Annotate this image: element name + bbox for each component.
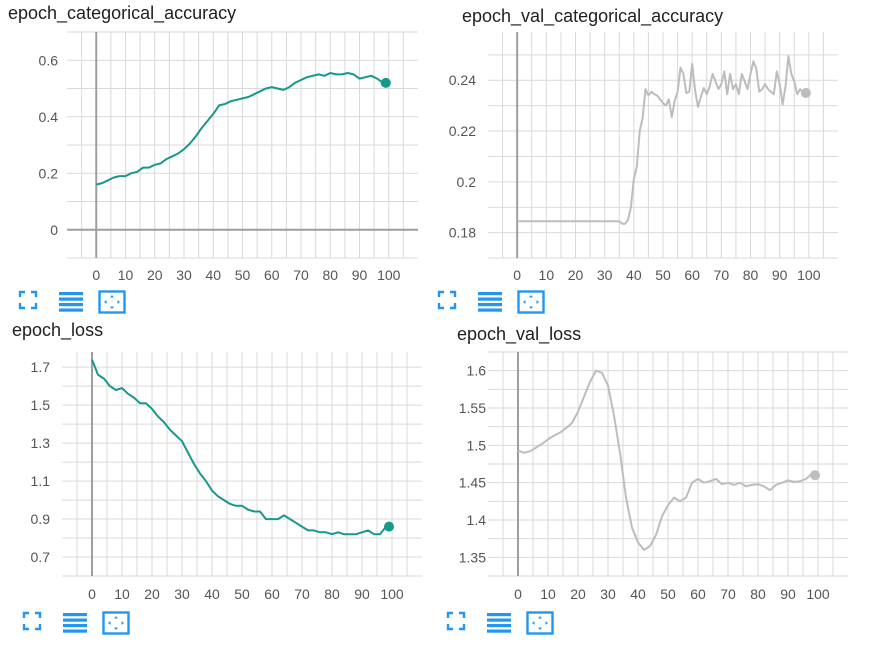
x-tick-label: 0 — [514, 586, 522, 602]
x-tick-label: 100 — [380, 586, 404, 602]
y-tick-label: 1.35 — [459, 549, 486, 565]
x-tick-label: 20 — [147, 267, 163, 283]
y-tick-label: 0.2 — [39, 165, 59, 181]
list-icon[interactable] — [62, 611, 88, 635]
x-tick-label: 80 — [324, 586, 340, 602]
x-tick-label: 20 — [568, 267, 584, 283]
x-tick-label: 100 — [806, 586, 830, 602]
x-tick-label: 0 — [88, 586, 96, 602]
y-tick-label: 1.4 — [467, 512, 487, 528]
y-tick-label: 0.4 — [39, 109, 59, 125]
fullscreen-icon[interactable] — [18, 290, 44, 314]
x-tick-label: 30 — [176, 267, 192, 283]
x-tick-label: 40 — [205, 267, 221, 283]
x-tick-label: 50 — [660, 586, 676, 602]
chart-title: epoch_val_categorical_accuracy — [462, 6, 724, 26]
x-tick-label: 90 — [772, 267, 788, 283]
series-line — [91, 359, 389, 536]
x-tick-label: 0 — [513, 267, 521, 283]
x-tick-label: 90 — [354, 586, 370, 602]
x-tick-label: 80 — [322, 267, 338, 283]
x-tick-label: 80 — [743, 267, 759, 283]
fit-domain-icon[interactable] — [517, 290, 545, 314]
y-tick-label: 0.22 — [449, 123, 476, 139]
x-tick-label: 60 — [264, 586, 280, 602]
last-point-marker — [800, 87, 811, 98]
x-tick-label: 20 — [144, 586, 160, 602]
fullscreen-icon[interactable] — [446, 611, 472, 635]
chart-plot[interactable]: 0 10 20 30 40 50 60 70 80 90 100 0 0.2 0.4 0.6 — [0, 0, 440, 300]
x-tick-label: 60 — [690, 586, 706, 602]
y-tick-label: 1.7 — [31, 359, 51, 375]
x-tick-label: 40 — [204, 586, 220, 602]
y-tick-label: 1.1 — [31, 473, 51, 489]
x-tick-label: 30 — [597, 267, 613, 283]
x-tick-label: 40 — [630, 586, 646, 602]
chart-title: epoch_loss — [12, 320, 104, 340]
x-tick-label: 10 — [118, 267, 134, 283]
x-tick-label: 30 — [174, 586, 190, 602]
x-tick-label: 50 — [234, 586, 250, 602]
y-tick-label: 1.5 — [31, 397, 51, 413]
grid — [67, 31, 418, 259]
chart-title: epoch_categorical_accuracy — [8, 3, 237, 23]
x-tick-label: 0 — [92, 267, 100, 283]
y-tick-label: 0.6 — [39, 52, 59, 68]
list-icon[interactable] — [477, 290, 503, 314]
fit-domain-icon[interactable] — [98, 290, 126, 314]
x-tick-label: 70 — [714, 267, 730, 283]
x-tick-label: 90 — [352, 267, 368, 283]
x-tick-label: 70 — [720, 586, 736, 602]
x-tick-label: 10 — [540, 586, 556, 602]
y-tick-label: 0.24 — [449, 72, 476, 88]
y-tick-label: 1.5 — [467, 437, 487, 453]
y-tick-label: 1.3 — [31, 435, 51, 451]
list-icon[interactable] — [58, 290, 84, 314]
chart-toolbar — [446, 611, 566, 635]
x-tick-label: 30 — [600, 586, 616, 602]
x-tick-label: 100 — [377, 267, 401, 283]
y-tick-label: 1.55 — [459, 400, 486, 416]
fit-domain-icon[interactable] — [526, 611, 554, 635]
fullscreen-icon[interactable] — [22, 611, 48, 635]
fullscreen-icon[interactable] — [437, 290, 463, 314]
x-tick-label: 80 — [750, 586, 766, 602]
y-tick-label: 0.9 — [31, 511, 51, 527]
grid — [488, 351, 848, 577]
y-tick-label: 1.6 — [467, 363, 487, 379]
last-point-marker — [380, 77, 391, 88]
x-tick-label: 50 — [655, 267, 671, 283]
x-tick-label: 10 — [114, 586, 130, 602]
x-tick-label: 10 — [539, 267, 555, 283]
x-tick-label: 70 — [293, 267, 309, 283]
list-icon[interactable] — [486, 611, 512, 635]
x-tick-label: 50 — [235, 267, 251, 283]
last-point-marker — [384, 521, 394, 532]
y-tick-label: 0 — [50, 222, 58, 238]
chart-toolbar — [18, 290, 138, 314]
x-tick-label: 20 — [570, 586, 586, 602]
chart-title: epoch_val_loss — [457, 324, 582, 344]
x-tick-label: 40 — [626, 267, 642, 283]
y-tick-label: 0.18 — [449, 225, 476, 241]
x-tick-label: 70 — [294, 586, 310, 602]
fit-domain-icon[interactable] — [102, 611, 130, 635]
y-tick-label: 0.7 — [31, 549, 51, 565]
series-line — [517, 55, 806, 225]
chart-toolbar — [22, 611, 142, 635]
chart-toolbar — [437, 290, 557, 314]
x-tick-label: 100 — [797, 267, 821, 283]
y-tick-label: 0.2 — [457, 174, 477, 190]
y-tick-label: 1.45 — [459, 475, 486, 491]
series-line — [96, 72, 386, 186]
last-point-marker — [810, 470, 820, 481]
x-tick-label: 60 — [264, 267, 280, 283]
x-tick-label: 60 — [684, 267, 700, 283]
x-tick-label: 90 — [780, 586, 796, 602]
series-line — [517, 369, 816, 551]
